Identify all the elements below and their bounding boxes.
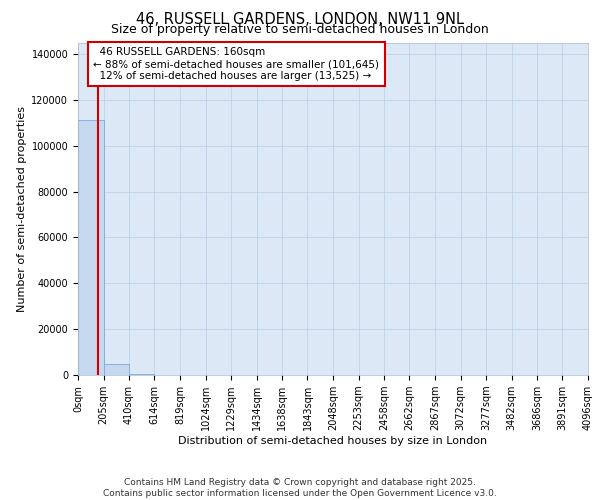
Bar xyxy=(129,374,154,375)
Text: Size of property relative to semi-detached houses in London: Size of property relative to semi-detach… xyxy=(111,22,489,36)
Text: 46, RUSSELL GARDENS, LONDON, NW11 9NL: 46, RUSSELL GARDENS, LONDON, NW11 9NL xyxy=(136,12,464,28)
Bar xyxy=(78,120,104,375)
Bar xyxy=(104,364,129,375)
X-axis label: Distribution of semi-detached houses by size in London: Distribution of semi-detached houses by … xyxy=(178,436,488,446)
Y-axis label: Number of semi-detached properties: Number of semi-detached properties xyxy=(17,106,27,312)
Text: 46 RUSSELL GARDENS: 160sqm
← 88% of semi-detached houses are smaller (101,645)
 : 46 RUSSELL GARDENS: 160sqm ← 88% of semi… xyxy=(94,48,379,80)
Text: Contains HM Land Registry data © Crown copyright and database right 2025.
Contai: Contains HM Land Registry data © Crown c… xyxy=(103,478,497,498)
